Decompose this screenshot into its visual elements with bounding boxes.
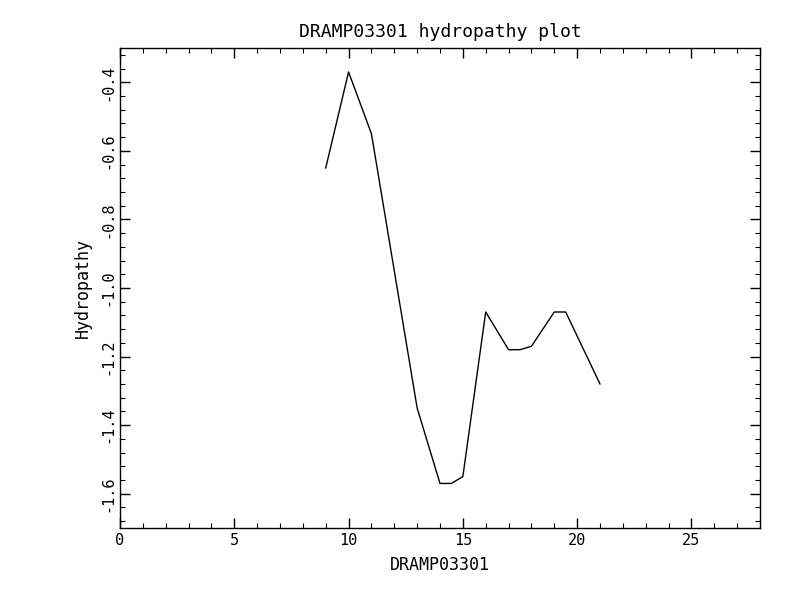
Title: DRAMP03301 hydropathy plot: DRAMP03301 hydropathy plot: [298, 23, 582, 41]
Y-axis label: Hydropathy: Hydropathy: [74, 238, 92, 338]
X-axis label: DRAMP03301: DRAMP03301: [390, 556, 490, 574]
